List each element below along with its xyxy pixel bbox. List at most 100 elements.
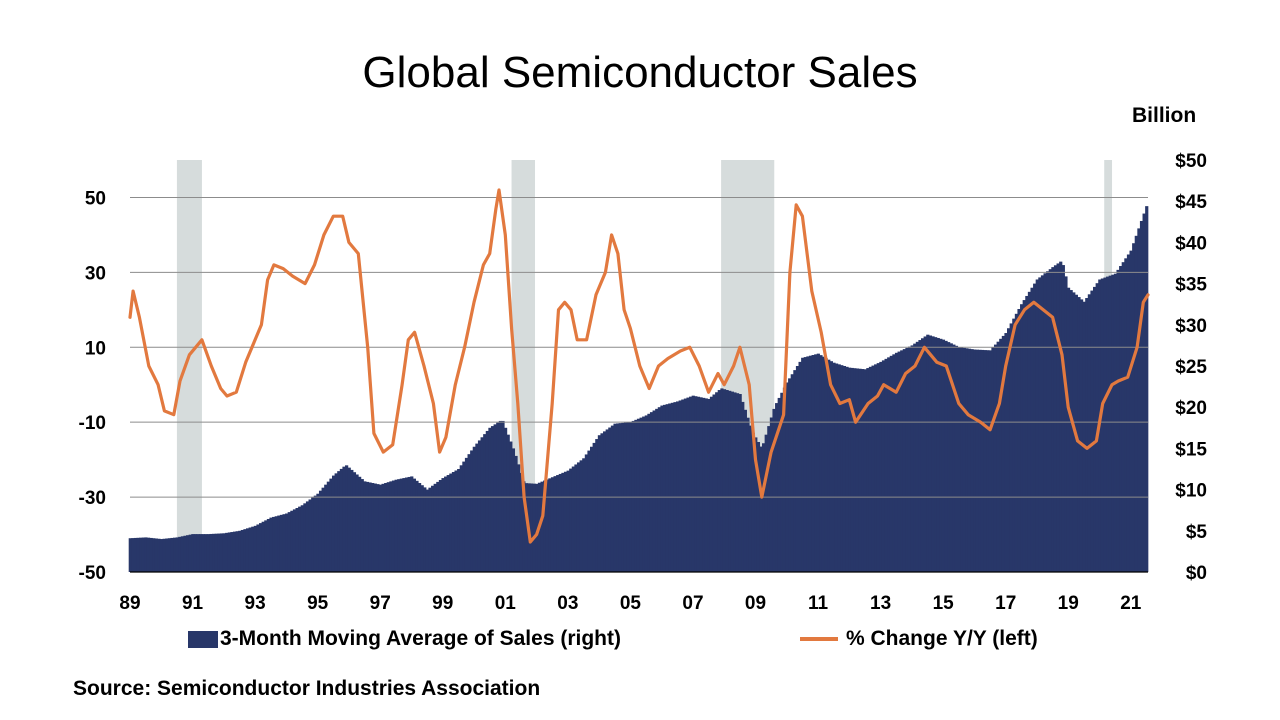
sales-bar — [999, 338, 1003, 572]
legend-bar-swatch — [188, 630, 218, 648]
sales-bar — [725, 390, 729, 572]
sales-bar — [728, 390, 732, 572]
sales-bar — [451, 472, 456, 572]
sales-bar — [996, 341, 1000, 572]
sales-bar — [1027, 291, 1032, 572]
sales-bar — [600, 433, 604, 572]
sales-bar — [503, 427, 508, 572]
sales-bar — [574, 464, 578, 572]
sales-bar — [1017, 309, 1021, 572]
sales-bar — [775, 403, 779, 572]
sales-bar — [545, 479, 549, 572]
x-axis-tick-label: 99 — [432, 593, 453, 614]
sales-bar — [199, 534, 203, 572]
sales-bar — [897, 351, 901, 572]
sales-bar — [595, 439, 599, 572]
sales-bar — [376, 484, 380, 572]
sales-bar — [704, 398, 708, 572]
sales-bar — [644, 415, 648, 572]
sales-bar — [613, 423, 617, 572]
sales-bar — [944, 340, 948, 572]
sales-bar — [131, 538, 135, 572]
sales-bar — [339, 468, 344, 572]
sales-bar — [676, 401, 680, 572]
x-axis-tick-label: 09 — [745, 593, 766, 614]
sales-bar — [373, 483, 377, 572]
sales-bar — [660, 405, 664, 572]
sales-bar — [681, 399, 685, 572]
sales-bar — [269, 517, 273, 572]
sales-bar — [321, 487, 325, 572]
sales-bar — [128, 538, 132, 572]
grid-layer — [130, 196, 1148, 573]
sales-bar — [832, 362, 836, 572]
right-axis-tick-label: $25 — [1175, 357, 1207, 378]
sales-bar — [960, 347, 964, 572]
sales-bar — [907, 346, 912, 572]
sales-bar — [261, 521, 265, 572]
sales-bar — [350, 469, 354, 572]
sales-bar — [782, 387, 787, 572]
sales-bar — [157, 538, 161, 572]
sales-bar — [141, 537, 145, 572]
sales-bar — [1113, 273, 1118, 572]
sales-bar — [287, 512, 291, 572]
sales-bar — [603, 431, 607, 572]
sales-bar — [183, 535, 187, 572]
sales-bar — [918, 340, 922, 572]
sales-bar — [967, 348, 972, 572]
sales-bar — [454, 470, 458, 572]
sales-bar — [842, 366, 847, 572]
sales-bar — [444, 476, 448, 572]
sales-bar — [457, 469, 461, 572]
sales-bar — [876, 363, 880, 572]
sales-bar — [689, 396, 693, 572]
sales-bar — [863, 369, 867, 572]
legend-line-swatch — [800, 637, 838, 641]
sales-bar — [715, 392, 719, 572]
right-axis-tick-label: $40 — [1175, 233, 1207, 254]
left-axis-tick-label: -10 — [79, 413, 106, 434]
left-axis: 50 30 10 -10 -30 -50 — [79, 188, 106, 584]
sales-bar — [420, 485, 424, 572]
left-axis-tick-label: 30 — [85, 263, 106, 284]
sales-bar — [144, 537, 148, 572]
sales-bar — [274, 516, 278, 572]
sales-bar — [360, 479, 364, 572]
sales-bar — [316, 493, 320, 572]
right-axis-tick-label: $45 — [1175, 192, 1207, 213]
sales-bar — [334, 473, 338, 572]
sales-bar — [910, 345, 914, 572]
sales-bar — [329, 478, 333, 572]
sales-bar — [485, 430, 489, 572]
sales-bar — [214, 533, 218, 572]
sales-bar — [433, 483, 437, 572]
sales-bar — [436, 481, 440, 572]
sales-bar — [412, 478, 416, 572]
sales-bar — [788, 378, 792, 572]
sales-bar — [1025, 295, 1029, 572]
sales-bar — [634, 419, 638, 572]
sales-bar — [980, 349, 985, 572]
sales-bar — [879, 361, 883, 572]
sales-bar — [569, 468, 573, 572]
sales-bar — [483, 434, 487, 572]
x-axis-tick-label: 15 — [933, 593, 955, 614]
sales-bar — [384, 483, 388, 572]
sales-bar — [915, 341, 919, 572]
sales-bar — [730, 391, 734, 572]
sales-bar — [858, 368, 862, 572]
sales-bar — [188, 534, 192, 572]
sales-bar — [605, 429, 609, 572]
sales-bar — [1053, 265, 1058, 572]
sales-bar — [1001, 335, 1005, 572]
sales-bar — [146, 537, 151, 572]
sales-bar — [524, 483, 529, 572]
sales-bar — [686, 397, 690, 572]
sales-bar — [238, 530, 242, 572]
sales-bar — [178, 536, 182, 572]
x-axis-tick-label: 21 — [1120, 593, 1142, 614]
sales-bar — [219, 533, 224, 572]
sales-bar — [1030, 287, 1034, 572]
sales-bar — [699, 397, 703, 572]
